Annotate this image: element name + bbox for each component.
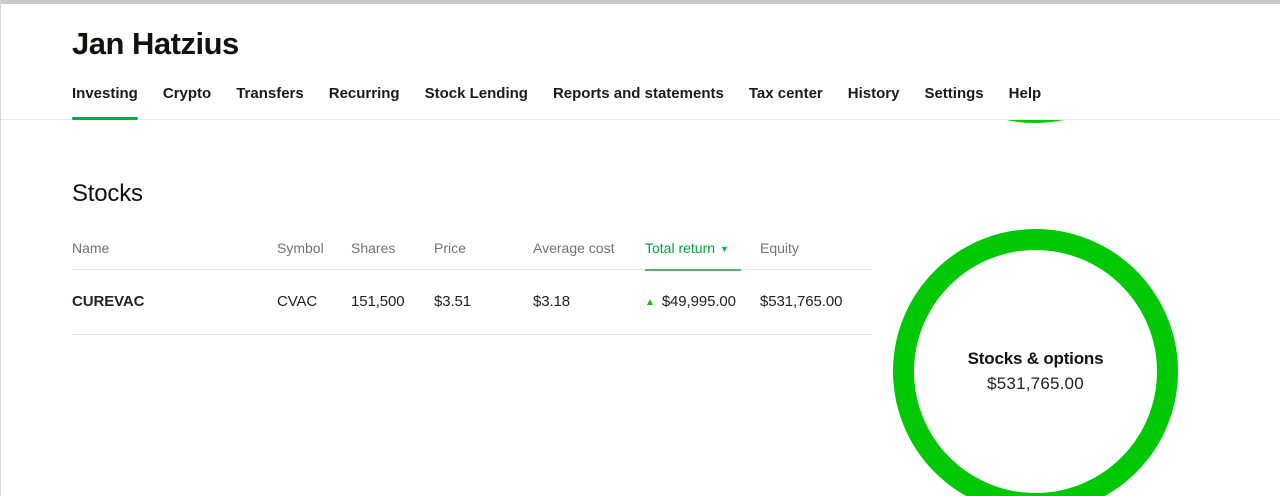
donut-center-label-group: Stocks & options $531,765.00 [893, 229, 1178, 496]
primary-nav: Investing Crypto Transfers Recurring Sto… [72, 85, 1042, 120]
stock-row-curevac[interactable]: CUREVAC CVAC 151,500 $3.51 $3.18 ▲ $49,99… [72, 270, 872, 335]
donut-value: $531,765.00 [987, 374, 1084, 393]
tab-history[interactable]: History [847, 85, 900, 102]
cell-equity: $531,765.00 [760, 293, 843, 310]
column-header-name[interactable]: Name [72, 240, 110, 256]
tab-recurring[interactable]: Recurring [328, 85, 400, 102]
tab-stock-lending[interactable]: Stock Lending [424, 85, 528, 102]
column-header-symbol[interactable]: Symbol [277, 240, 324, 256]
sort-desc-icon: ▼ [720, 244, 729, 254]
tab-tax-center[interactable]: Tax center [748, 85, 823, 102]
tab-help[interactable]: Help [1008, 85, 1042, 102]
cell-average-cost: $3.18 [533, 293, 571, 310]
tab-transfers[interactable]: Transfers [236, 85, 304, 102]
cell-name[interactable]: CUREVAC [72, 293, 145, 310]
column-header-total-return[interactable]: Total return ▼ [645, 240, 760, 271]
column-header-shares[interactable]: Shares [351, 240, 396, 256]
investing-content: Stocks Name Symbol Shares Price Average … [0, 120, 1280, 496]
cell-total-return-value: $49,995.00 [661, 293, 736, 310]
stocks-table: Name Symbol Shares Price Average cost To… [72, 240, 872, 335]
cell-total-return: ▲ $49,995.00 [645, 293, 760, 310]
account-header: Jan Hatzius Investing Crypto Transfers R… [0, 4, 1280, 120]
column-header-equity[interactable]: Equity [760, 240, 799, 256]
cell-shares: 151,500 [351, 293, 405, 310]
column-header-total-return-label: Total return [645, 240, 716, 256]
portfolio-donut-chart: Stocks & options $531,765.00 [893, 229, 1178, 496]
window-left-edge [0, 0, 1, 496]
stocks-table-header-row: Name Symbol Shares Price Average cost To… [72, 240, 872, 271]
tab-crypto[interactable]: Crypto [162, 85, 212, 102]
gain-up-triangle-icon: ▲ [645, 297, 655, 308]
stocks-section-title: Stocks [72, 180, 143, 207]
window-top-strip [0, 0, 1280, 4]
cell-symbol: CVAC [277, 293, 318, 310]
cell-price: $3.51 [434, 293, 472, 310]
tab-settings[interactable]: Settings [924, 85, 984, 102]
column-header-price[interactable]: Price [434, 240, 466, 256]
tab-reports-and-statements[interactable]: Reports and statements [552, 85, 724, 102]
tab-investing[interactable]: Investing [72, 85, 138, 120]
column-header-average-cost[interactable]: Average cost [533, 240, 615, 256]
account-title: Jan Hatzius [72, 26, 239, 61]
donut-category-label: Stocks & options [967, 349, 1104, 368]
